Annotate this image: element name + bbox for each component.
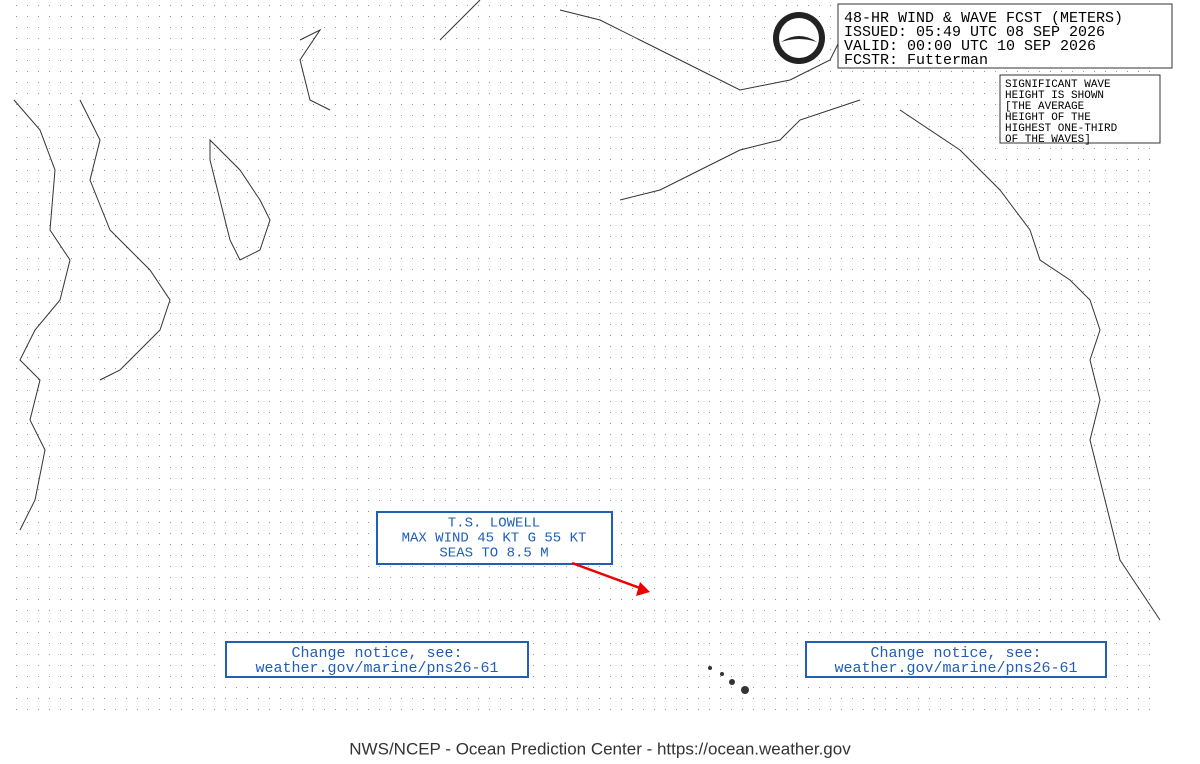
storm-box: T.S. LOWELL MAX WIND 45 KT G 55 KT SEAS … [376,511,650,596]
header-line: 48-HR WIND & WAVE FCST (METERS) [844,10,1123,27]
logo-text: NOAA [791,23,809,31]
noaa-logo: NOAA [773,12,825,64]
storm-text: SEAS TO 8.5 M [439,546,548,562]
notice-line: weather.gov/marine/pns26-61 [834,660,1077,677]
footer: NWS/NCEP - Ocean Prediction Center - htt… [349,739,851,758]
notice-line: Change notice, see: [870,645,1041,662]
coastlines [13,0,1161,694]
change-notice: Change notice, see: weather.gov/marine/p… [805,641,1107,678]
dot-grid [14,0,1160,712]
storm-arrow [571,561,641,590]
storm-text: MAX WIND 45 KT G 55 KT [402,531,587,547]
note-line: SIGNIFICANT WAVE [1005,79,1111,91]
header-line: VALID: 00:00 UTC 10 SEP 2026 [844,38,1096,55]
header-line: FCSTR: Futterman [844,52,988,69]
header-box: 48-HR WIND & WAVE FCST (METERS) ISSUED: … [837,3,1173,69]
storm-arrowhead [636,582,650,596]
notice-line: Change notice, see: [291,645,462,662]
header-line: ISSUED: 05:49 UTC 08 SEP 2026 [844,24,1105,41]
note-line: HEIGHT OF THE [1005,112,1091,124]
storm-text: T.S. LOWELL [448,516,540,532]
change-notice: Change notice, see: weather.gov/marine/p… [225,641,529,678]
note-line: [THE AVERAGE [1005,101,1085,113]
note-line: OF THE WAVES] [1005,134,1091,146]
notice-line: weather.gov/marine/pns26-61 [255,660,498,677]
note-line: HEIGHT IS SHOWN [1005,90,1104,102]
note-line: HIGHEST ONE-THIRD [1005,123,1118,135]
note-box: SIGNIFICANT WAVE HEIGHT IS SHOWN [THE AV… [999,74,1161,146]
